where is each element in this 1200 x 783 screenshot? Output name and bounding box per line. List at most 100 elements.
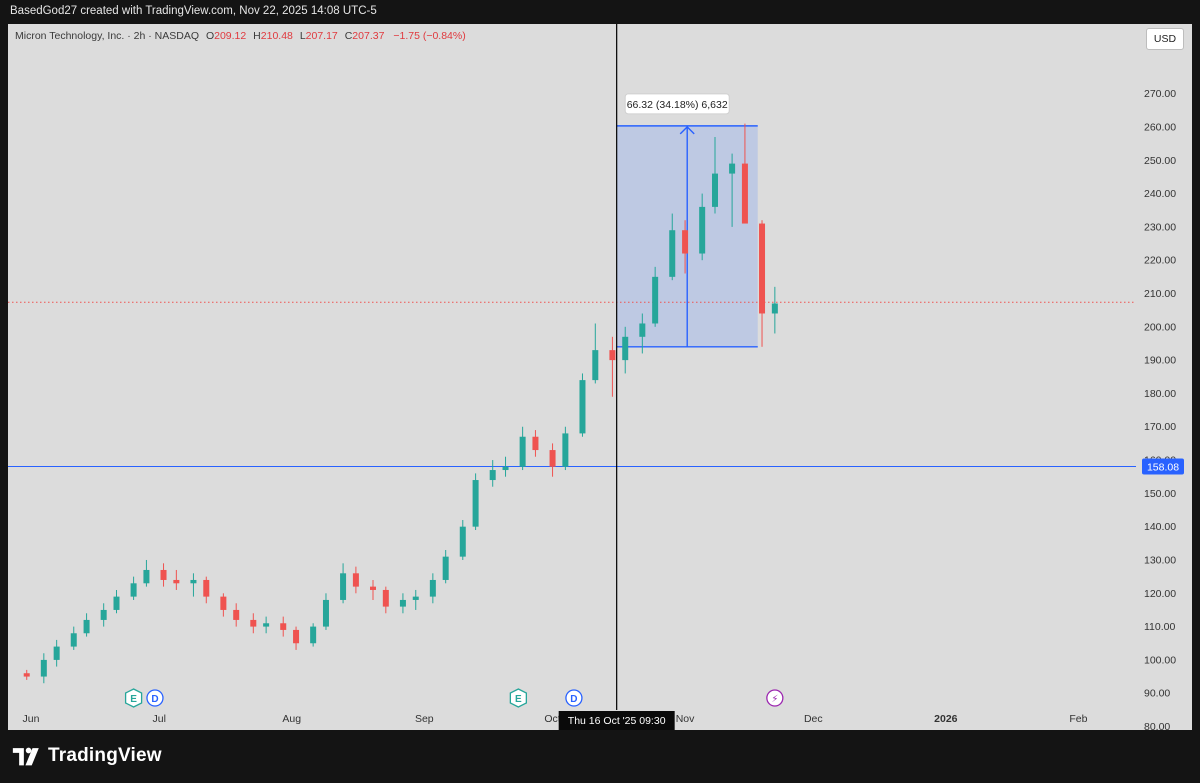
candle-body <box>190 579 197 584</box>
low-value: 207.17 <box>305 30 338 42</box>
candle <box>472 473 479 531</box>
candle-body <box>160 569 167 580</box>
high-value: 210.48 <box>260 30 293 42</box>
price-chart[interactable]: 270.00 260.00 250.00 240.00 230.00 220.00 210.… <box>8 24 1192 730</box>
candle-body <box>143 569 150 584</box>
candle <box>382 586 389 614</box>
candle <box>639 313 646 354</box>
candle <box>70 626 77 650</box>
candle <box>592 323 599 384</box>
candle <box>130 576 137 600</box>
x-tick-label: Feb <box>1069 713 1087 725</box>
candle <box>682 220 689 274</box>
candle-body <box>382 589 389 607</box>
candle <box>370 579 376 600</box>
dividend-badge-icon <box>565 689 583 707</box>
x-tick-label: Dec <box>804 713 823 725</box>
candle-body <box>370 586 376 590</box>
candle-body <box>741 163 748 224</box>
candle <box>459 520 466 560</box>
candle-body <box>130 583 137 597</box>
event-badge-label: E <box>515 694 522 705</box>
candle-body <box>322 599 329 627</box>
candle <box>712 136 718 214</box>
candle <box>609 336 616 397</box>
symbol-name: Micron Technology, Inc. · 2h · NASDAQ <box>15 30 200 42</box>
candle-body <box>280 623 287 630</box>
currency-button[interactable]: USD <box>1146 28 1184 50</box>
candle <box>412 589 419 610</box>
event-badge-label: ⚡ <box>771 694 778 705</box>
candle <box>322 593 329 630</box>
tradingview-logo-icon <box>12 747 39 766</box>
earnings-badge-icon <box>509 688 527 708</box>
candle <box>399 593 406 614</box>
x-tick-label: Jul <box>153 713 166 725</box>
candle-body <box>310 626 317 644</box>
event-badge-label: D <box>151 694 158 705</box>
y-tick-label: 120.00 <box>1144 588 1176 600</box>
footer: TradingView <box>0 730 1200 783</box>
candle <box>113 589 120 614</box>
candle <box>562 426 569 471</box>
candle <box>293 626 300 650</box>
chart-frame[interactable]: 270.00 260.00 250.00 240.00 230.00 220.00 210.… <box>8 24 1192 730</box>
candle <box>519 426 526 471</box>
candle <box>759 220 766 347</box>
tradingview-brand[interactable]: TradingView <box>12 745 162 767</box>
candle-body <box>70 633 77 647</box>
candle-body <box>429 579 436 597</box>
y-tick-label: 220.00 <box>1144 255 1176 267</box>
candle <box>502 456 509 477</box>
candle-body <box>203 579 210 597</box>
low-label: L <box>299 30 306 42</box>
price-range-label: 66.32 (34.18%) 6,632 <box>627 99 728 111</box>
candle-body <box>442 556 449 580</box>
candle-body <box>532 436 539 451</box>
candle-body <box>759 223 766 314</box>
candle-body <box>712 173 718 207</box>
candle <box>429 573 436 604</box>
price-range-arrow-head <box>679 125 695 135</box>
candle <box>220 593 227 617</box>
candle <box>310 623 317 647</box>
symbol-legend: Micron Technology, Inc. · 2h · NASDAQ O2… <box>15 30 466 42</box>
candle <box>699 193 706 261</box>
candle-body <box>639 323 646 337</box>
candle <box>190 573 197 597</box>
candle-body <box>399 599 406 607</box>
y-tick-label: 100.00 <box>1144 654 1176 666</box>
event-badge-label: E <box>130 694 137 705</box>
candle <box>729 153 736 227</box>
candle-body <box>40 659 47 677</box>
event-badge-icon <box>766 689 784 707</box>
candle-body <box>549 450 556 467</box>
x-tick-label: Aug <box>282 713 301 725</box>
horizontal-line-price-label: 158.08 <box>1147 461 1179 473</box>
candle <box>579 373 586 437</box>
y-tick-label: 180.00 <box>1144 388 1176 400</box>
top-bar: BasedGod27 created with TradingView.com,… <box>0 0 1200 24</box>
candle <box>23 669 30 680</box>
candle-body <box>771 303 778 314</box>
earnings-badge-icon <box>124 688 143 708</box>
candle-body <box>519 436 526 467</box>
x-tick-label: Nov <box>676 713 695 725</box>
candle-body <box>592 350 599 381</box>
open-value: 209.12 <box>214 30 247 42</box>
candle <box>143 559 150 587</box>
chart-credit: BasedGod27 created with TradingView.com,… <box>10 5 377 17</box>
price-range-label-box <box>624 93 730 115</box>
candle <box>100 603 107 627</box>
y-tick-label: 170.00 <box>1144 421 1176 433</box>
candle-body <box>579 380 586 434</box>
candle-body <box>23 673 30 677</box>
candle <box>160 563 167 587</box>
candle-body <box>250 619 257 627</box>
candle-body <box>562 433 569 467</box>
event-badge-label: D <box>570 694 577 705</box>
candle <box>173 569 180 590</box>
candle <box>340 563 347 604</box>
brand-name: TradingView <box>48 745 162 766</box>
candle-body <box>502 466 509 471</box>
